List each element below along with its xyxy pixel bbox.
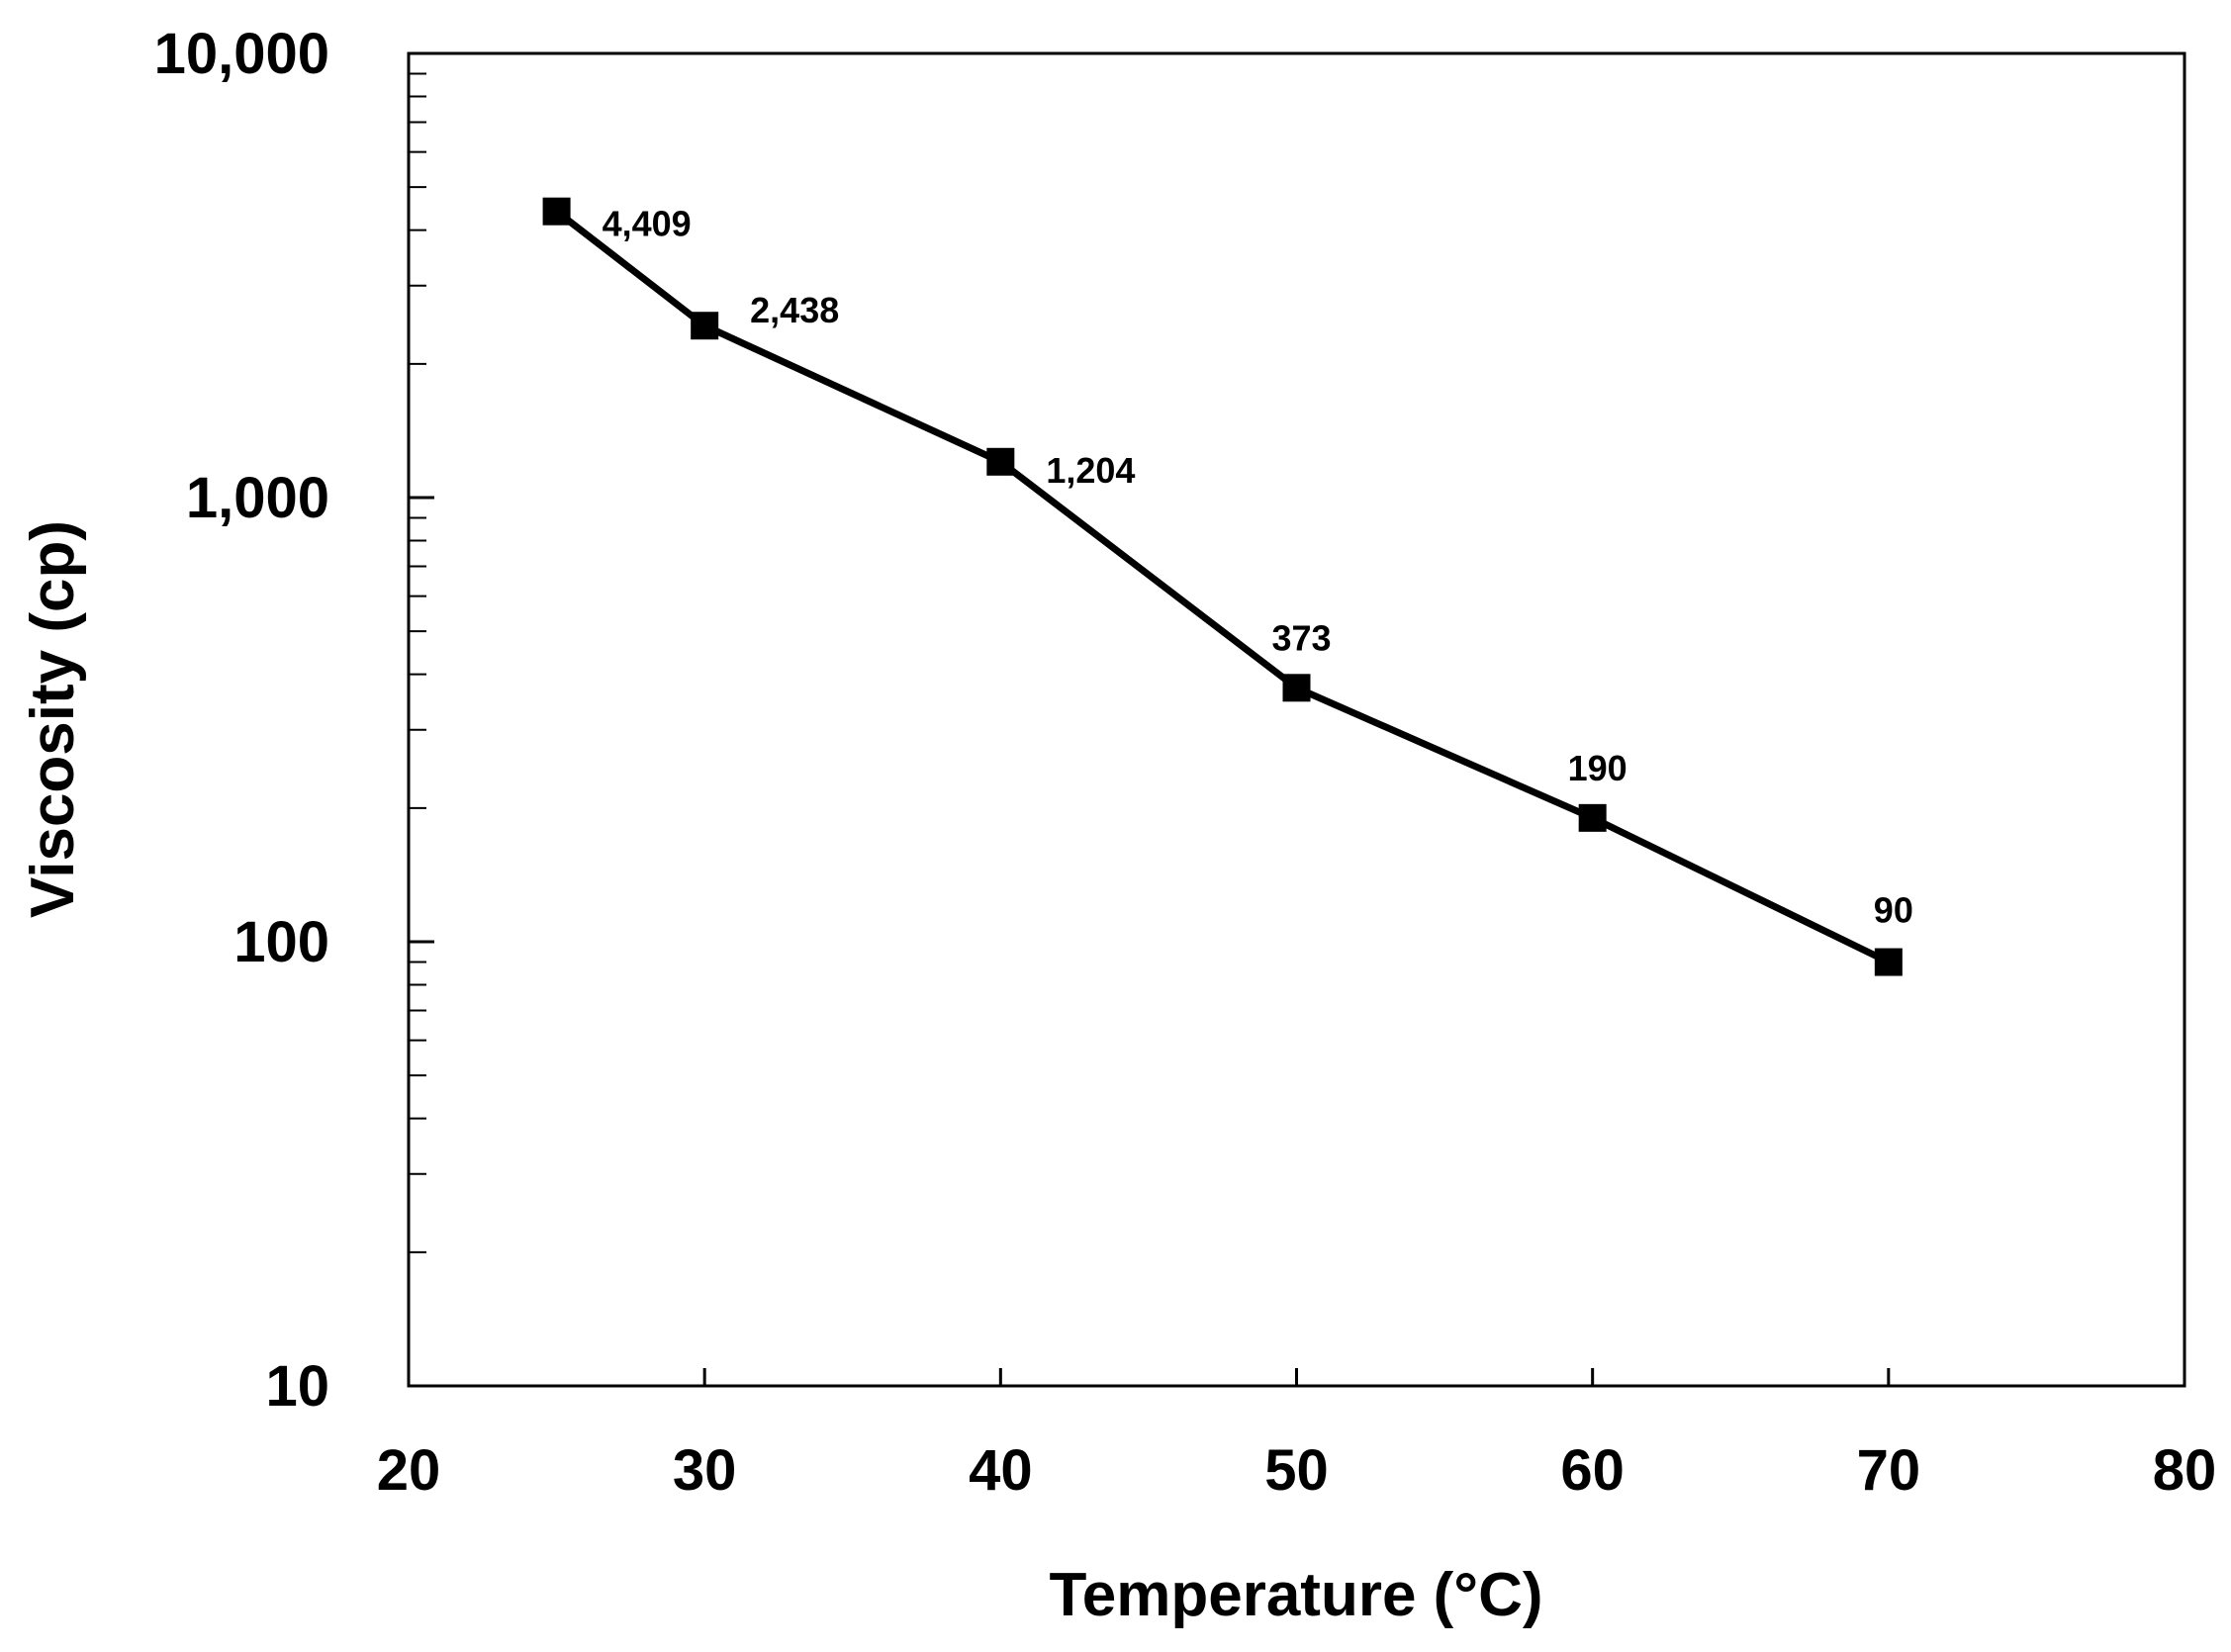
data-point-marker [1874, 948, 1903, 976]
data-label: 90 [1874, 890, 1913, 931]
x-ticks [407, 1368, 2186, 1386]
y-axis-title: Viscosity (cp) [19, 520, 87, 918]
series-line [554, 208, 1891, 965]
data-point-marker [1578, 803, 1607, 832]
data-point-marker [691, 312, 719, 340]
data-label: 4,409 [603, 204, 692, 244]
data-label: 373 [1271, 617, 1331, 658]
data-labels: 4,409 2,438 1,204 373 190 90 [603, 204, 1913, 931]
data-point-marker [986, 447, 1015, 476]
data-point-marker [1282, 674, 1311, 702]
x-tick-label: 40 [969, 1438, 1033, 1503]
x-tick-label: 50 [1264, 1438, 1329, 1503]
x-tick-label: 70 [1857, 1438, 1921, 1503]
x-tick-labels: 20 30 40 50 60 70 80 [377, 1438, 2217, 1503]
y-tick-label: 10,000 [154, 22, 329, 86]
y-minor-ticks [409, 72, 426, 1253]
x-tick-label: 20 [377, 1438, 441, 1503]
plot-area [407, 51, 2186, 1388]
y-major-ticks [409, 51, 434, 1388]
data-line [554, 208, 1891, 965]
data-point-marker [542, 197, 571, 226]
data-label: 1,204 [1046, 450, 1135, 491]
y-tick-label: 1,000 [186, 466, 329, 530]
series-markers [542, 197, 1903, 976]
y-tick-label: 10 [265, 1354, 329, 1419]
y-tick-labels: 10 100 1,000 10,000 [154, 22, 329, 1419]
data-label: 190 [1568, 748, 1627, 788]
data-label: 2,438 [750, 290, 839, 330]
x-tick-label: 60 [1560, 1438, 1625, 1503]
x-axis-title: Temperature (°C) [1049, 1561, 1542, 1629]
x-tick-label: 30 [673, 1438, 737, 1503]
x-tick-label: 80 [2153, 1438, 2217, 1503]
y-tick-label: 100 [233, 910, 329, 974]
